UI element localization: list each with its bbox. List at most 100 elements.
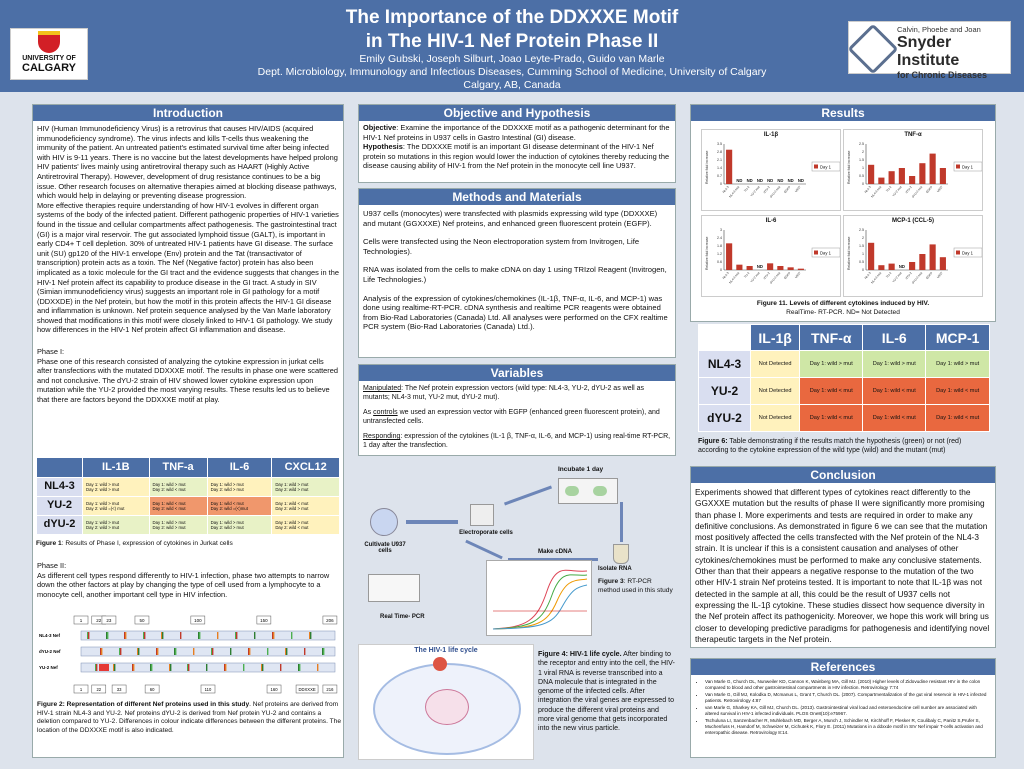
x-tick-label: U937 bbox=[794, 271, 802, 279]
y-tick-label: 1.4 bbox=[717, 166, 722, 170]
legend-label: Day 1 bbox=[962, 250, 974, 255]
position-number: 22 bbox=[96, 687, 101, 692]
position-box bbox=[322, 615, 338, 625]
position-number: 150 bbox=[260, 618, 268, 623]
x-tick-label: YU-2 bbox=[743, 271, 751, 279]
x-tick-label: EGFP bbox=[925, 185, 933, 194]
x-tick-label: NL4-3 bbox=[864, 185, 873, 194]
bar bbox=[878, 265, 885, 270]
residue-mark bbox=[193, 648, 195, 655]
y-tick-label: 2 bbox=[862, 236, 864, 240]
residue-mark bbox=[113, 664, 115, 671]
y-tick-label: 3.5 bbox=[717, 142, 722, 146]
phase1-row-label: NL4-3 bbox=[36, 477, 83, 497]
methods-heading: Methods and Materials bbox=[359, 189, 675, 205]
bar bbox=[767, 263, 774, 270]
incubate-label: Incubate 1 day bbox=[558, 466, 604, 473]
bar bbox=[909, 176, 916, 184]
manipulated-text: Manipulated: The Nef protein expression … bbox=[363, 385, 645, 401]
residue-mark bbox=[254, 632, 256, 639]
position-box bbox=[295, 684, 319, 694]
fig6-corner bbox=[698, 324, 751, 351]
legend-label: Day 1 bbox=[962, 164, 974, 169]
y-tick-label: 0 bbox=[862, 182, 864, 186]
chart-svg: Relative fold increase 0 0.6 1.2 1.8 2.4 3 NL4-… bbox=[705, 228, 840, 285]
figure3-diagram: Cultivate U937 cells Electroporate cells… bbox=[358, 462, 676, 642]
intro-paragraph-2: More effective therapies require underst… bbox=[37, 200, 339, 335]
residue-mark bbox=[280, 664, 282, 671]
bar bbox=[868, 164, 875, 184]
residue-mark bbox=[124, 632, 126, 639]
legend-box bbox=[811, 247, 840, 258]
position-number: 216 bbox=[326, 687, 334, 692]
x-tick-label: YU-2 mut bbox=[891, 271, 902, 283]
responding-text: Responding: expression of the cytokines … bbox=[363, 433, 671, 449]
protein-bar bbox=[80, 662, 336, 673]
figure3-caption: Figure 3: RT-PCR method used in this stu… bbox=[598, 578, 673, 594]
objective-panel: Objective and Hypothesis Objective: Exam… bbox=[358, 104, 676, 183]
bar bbox=[898, 168, 905, 184]
y-tick-label: 1.8 bbox=[717, 244, 722, 248]
phase1-row-label: dYU-2 bbox=[36, 515, 83, 535]
x-tick-label: dYU-2 bbox=[762, 271, 771, 280]
residue-mark bbox=[291, 632, 293, 639]
phase1-cell: Day 1: wild > mut Day 2: wild > mut bbox=[206, 515, 273, 535]
reference-item: van Marle G, Sharkey KA, Gill MJ, Church… bbox=[705, 705, 991, 717]
bar bbox=[878, 177, 885, 184]
residue-mark bbox=[273, 632, 275, 639]
residue-mark bbox=[309, 632, 311, 639]
phase2-text: As different cell types respond differen… bbox=[37, 570, 330, 599]
variables-panel: Variables Manipulated: The Nef protein e… bbox=[358, 364, 676, 456]
figure2-caption: Figure 2: Representation of different Ne… bbox=[37, 701, 341, 734]
reference-item: Van Marle G, Church DL, Nunweiler KD, Ca… bbox=[705, 679, 991, 691]
residue-mark bbox=[169, 664, 171, 671]
residue-mark bbox=[212, 648, 214, 655]
position-box bbox=[266, 684, 282, 694]
residue-mark bbox=[188, 664, 190, 671]
fig6-cell: Day 1: wild > mut bbox=[925, 350, 990, 378]
bar bbox=[746, 266, 753, 270]
nd-label: ND bbox=[757, 178, 763, 183]
figure1-caption: Figure 1: Results of Phase I, expression… bbox=[36, 540, 233, 547]
fig6-col-header: TNF-α bbox=[799, 324, 864, 351]
bar bbox=[929, 153, 936, 184]
objective-heading: Objective and Hypothesis bbox=[359, 105, 675, 121]
x-tick-label: YU-2 bbox=[885, 185, 893, 193]
bar bbox=[909, 262, 916, 270]
residue-mark bbox=[267, 648, 269, 655]
residue-mark bbox=[298, 664, 300, 671]
bar bbox=[919, 254, 926, 270]
amplification-curves bbox=[492, 569, 588, 630]
intro-paragraph-1: HIV (Human Immunodeficiency Virus) is a … bbox=[37, 124, 338, 201]
fig6-row-label: NL4-3 bbox=[698, 350, 751, 378]
position-box bbox=[73, 684, 89, 694]
residue-mark bbox=[119, 648, 121, 655]
x-tick-label: NL4-3 mut bbox=[870, 185, 882, 198]
arrow-icon bbox=[465, 539, 503, 560]
methods-paragraph: Analysis of the expression of cytokines/… bbox=[363, 293, 668, 332]
residue-mark bbox=[138, 648, 140, 655]
x-tick-label: YU-2 mut bbox=[749, 271, 760, 283]
figure2-diagram: 1 22 23 50 100 150 206 NL4-3 Nef dYU-2 Nef YU-2 N… bbox=[39, 615, 339, 697]
protein-row-label: YU-2 Nef bbox=[39, 665, 58, 670]
residue-mark bbox=[106, 632, 108, 639]
y-tick-label: 1 bbox=[862, 252, 864, 256]
residue-mark bbox=[114, 664, 116, 671]
tube-icon bbox=[613, 544, 629, 564]
reference-item: Tschuluna LI, Sanzenbacher R, Muhlebach … bbox=[705, 718, 991, 736]
position-box bbox=[134, 615, 150, 625]
fig6-cell: Day 1: wild < mut bbox=[862, 404, 927, 432]
position-number: 110 bbox=[205, 687, 212, 692]
y-tick-label: 2.5 bbox=[859, 228, 864, 232]
phase1-col-header: CXCL12 bbox=[271, 457, 340, 478]
phase1-cell: Day 1: wild > mut Day 2: wild =(<) mut bbox=[82, 496, 150, 516]
phase1-corner bbox=[36, 457, 83, 478]
residue-mark bbox=[248, 648, 250, 655]
amplification-plot bbox=[486, 560, 592, 636]
chart-il6: IL-6 Relative fold increase 0 0.6 1.2 1.8 2.4… bbox=[701, 215, 841, 297]
x-tick-label: YU-2 bbox=[885, 271, 893, 279]
snyder-mark-icon bbox=[847, 23, 899, 75]
residue-mark bbox=[180, 632, 182, 639]
legend-box bbox=[953, 247, 982, 258]
phase1-cell: Day 1: wild < mut Day 2: wild < mut bbox=[148, 496, 208, 516]
